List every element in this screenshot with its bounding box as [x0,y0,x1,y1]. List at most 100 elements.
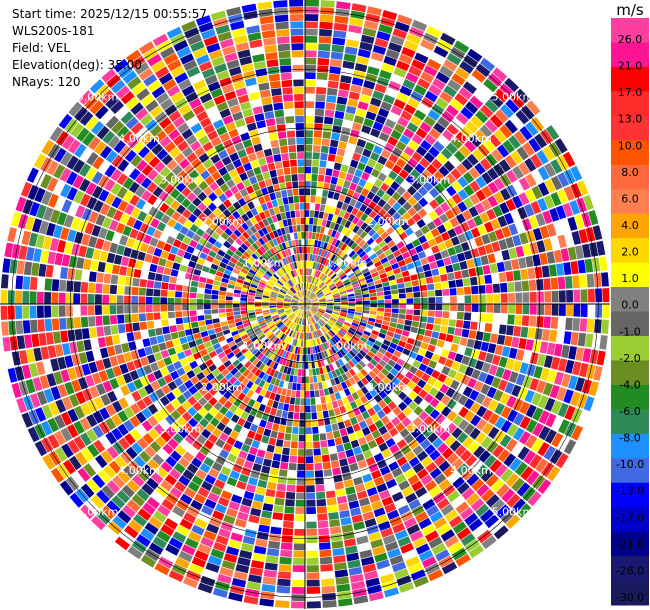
gate-cell [314,262,318,270]
gate-cell [314,203,321,211]
gate-cell [413,304,421,310]
gate-cell [346,205,354,214]
gate-cell [500,304,508,314]
gate-cell [357,101,369,111]
gate-cell [363,197,372,207]
gate-cell [309,283,313,291]
gate-cell [423,152,435,163]
gate-cell [523,203,535,217]
gate-cell [368,285,376,290]
gate-cell [324,205,331,213]
gate-cell [448,280,456,288]
gate-cell [376,188,385,198]
gate-cell [480,255,489,266]
gate-cell [333,277,340,283]
gate-cell [406,309,414,315]
gate-cell [309,292,314,299]
gate-cell [401,330,410,337]
gate-cell [458,87,473,100]
gate-cell [399,298,407,304]
gate-cell [469,95,484,109]
gate-cell [378,208,387,218]
gate-cell [336,148,346,157]
gate-cell [399,265,408,272]
gate-cell [460,241,470,252]
gate-cell [339,134,349,143]
gate-cell [348,304,356,307]
gate-cell [407,207,417,217]
gate-cell [584,258,594,273]
gate-cell [566,304,574,317]
gate-cell [424,329,433,337]
gate-cell [492,205,503,218]
gate-cell [396,60,410,72]
gate-cell [336,216,343,225]
gate-cell [507,282,515,293]
gate-cell [508,304,516,314]
gate-cell [482,332,491,342]
gate-cell [359,280,367,286]
gate-cell [344,229,352,237]
gate-cell [583,194,594,211]
gate-cell [532,340,542,353]
gate-cell [305,50,317,58]
gate-cell [356,247,364,256]
gate-cell [311,305,319,309]
gate-cell [338,194,346,203]
gate-cell [309,210,315,218]
gate-cell [491,241,501,253]
gate-cell [317,218,323,226]
gate-cell [368,317,376,323]
gate-cell [384,176,394,186]
gate-cell [435,304,443,311]
gate-cell [422,263,431,272]
gate-cell [570,332,579,346]
gate-cell [315,232,320,240]
gate-cell [324,268,330,275]
gate-cell [515,110,530,125]
gate-cell [443,59,458,72]
gate-cell [305,21,318,29]
gate-cell [417,251,427,259]
gate-cell [485,153,498,167]
gate-cell [508,293,515,303]
gate-cell [463,286,472,295]
gate-cell [313,217,318,225]
gate-cell [441,147,453,160]
gate-cell [573,289,581,303]
gate-cell [504,119,518,134]
gate-cell [601,272,609,287]
gate-cell [435,310,443,318]
gate-cell [438,332,447,341]
gate-cell [406,262,415,270]
gate-cell [431,268,440,276]
gate-cell [339,290,347,295]
gate-cell [314,270,318,277]
gate-cell [521,315,530,327]
gate-cell [424,270,433,278]
gate-cell [340,292,347,297]
gate-cell [375,283,383,289]
gate-cell [349,159,359,169]
gate-cell [347,98,359,108]
gate-cell [421,241,431,251]
gate-cell [470,276,478,286]
gate-cell [359,41,373,52]
gate-cell [563,262,572,275]
gate-cell [318,272,323,279]
gate-cell [324,291,331,295]
gate-cell [450,168,462,180]
gate-cell [417,208,428,218]
gate-cell [423,115,436,127]
gate-cell [510,150,523,165]
gate-cell [420,140,432,151]
gate-cell [319,264,325,272]
gate-cell [324,116,334,125]
gate-cell [351,280,359,286]
gate-cell [360,222,369,231]
colorbar-tick-label: 8.0 [621,166,639,179]
gate-cell [322,131,332,139]
gate-cell [412,315,420,322]
gate-cell [387,217,396,226]
gate-cell [581,212,592,228]
